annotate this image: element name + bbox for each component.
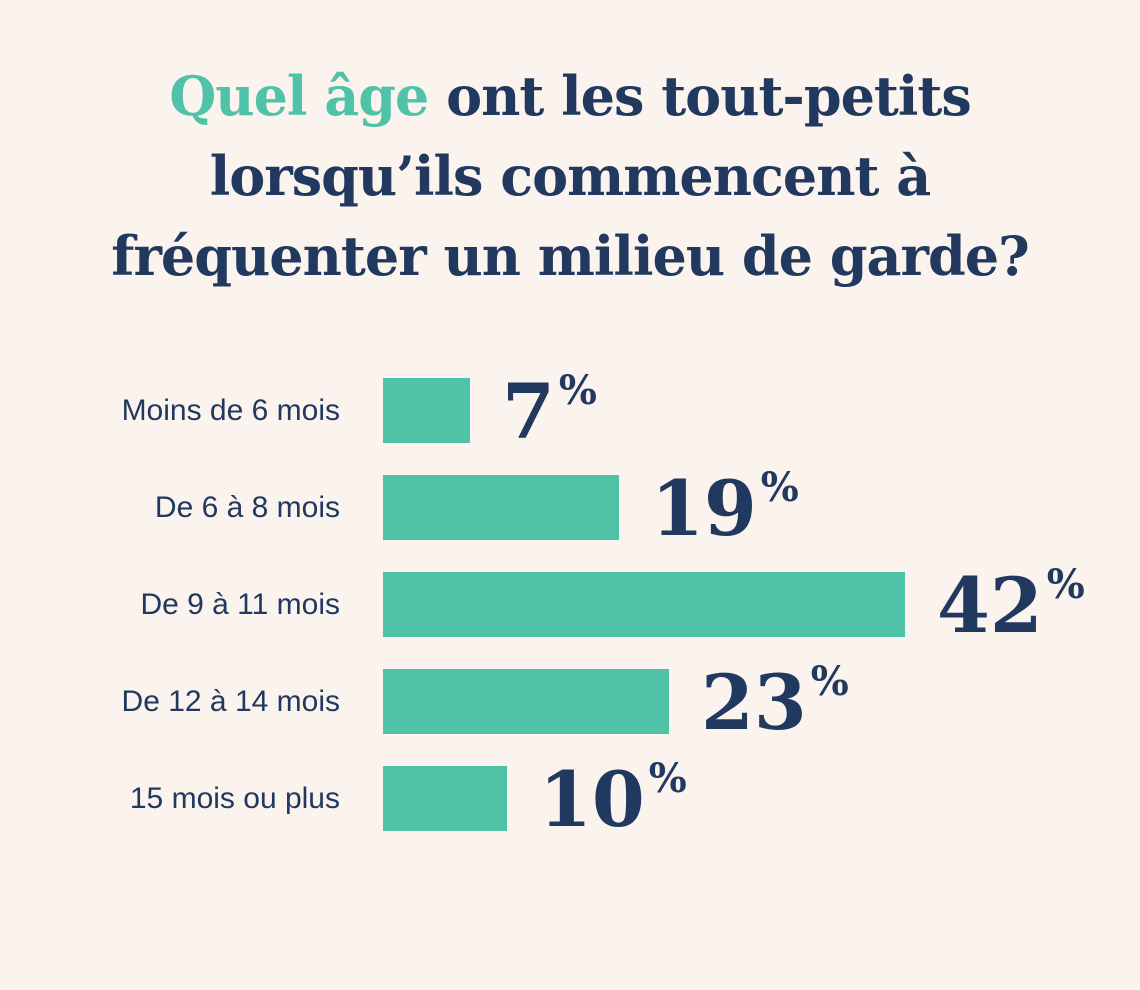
bar: [383, 766, 507, 831]
title-line-2: lorsqu’ils commencent à: [209, 144, 931, 208]
value-label: 42%: [937, 565, 1085, 644]
value-label: 23%: [701, 662, 849, 741]
bar-chart: Moins de 6 mois 7% De 6 à 8 mois 19% De …: [0, 371, 1140, 838]
bar: [383, 378, 470, 443]
category-label: De 6 à 8 mois: [154, 490, 340, 524]
percent-sign: %: [1046, 561, 1085, 608]
percent-sign: %: [558, 367, 597, 414]
bar: [383, 669, 669, 734]
category-label: De 9 à 11 mois: [140, 587, 340, 621]
category-label: 15 mois ou plus: [129, 781, 340, 815]
percent-sign: %: [648, 755, 687, 802]
title-line-1-rest: ont les tout-petits: [428, 64, 972, 128]
bar: [383, 475, 619, 540]
value-number: 42: [937, 561, 1043, 650]
category-label: De 12 à 14 mois: [121, 684, 340, 718]
bar: [383, 572, 905, 637]
chart-row: De 9 à 11 mois 42%: [0, 565, 1140, 644]
value-label: 7%: [502, 371, 597, 450]
value-label: 10%: [539, 759, 687, 838]
chart-row: De 12 à 14 mois 23%: [0, 662, 1140, 741]
chart-row: 15 mois ou plus 10%: [0, 759, 1140, 838]
value-label: 19%: [651, 468, 799, 547]
title-line-3: fréquenter un milieu de garde?: [111, 224, 1030, 288]
title-highlight: Quel âge: [169, 64, 429, 128]
value-number: 10: [539, 755, 645, 844]
chart-row: De 6 à 8 mois 19%: [0, 468, 1140, 547]
value-number: 23: [701, 658, 807, 747]
chart-title: Quel âge ont les tout-petits lorsqu’ils …: [0, 56, 1140, 296]
value-number: 19: [651, 464, 757, 553]
chart-row: Moins de 6 mois 7%: [0, 371, 1140, 450]
category-label: Moins de 6 mois: [121, 393, 340, 427]
percent-sign: %: [760, 464, 799, 511]
title-line-1: Quel âge ont les tout-petits: [0, 56, 1140, 136]
value-number: 7: [502, 367, 555, 456]
percent-sign: %: [810, 658, 849, 705]
